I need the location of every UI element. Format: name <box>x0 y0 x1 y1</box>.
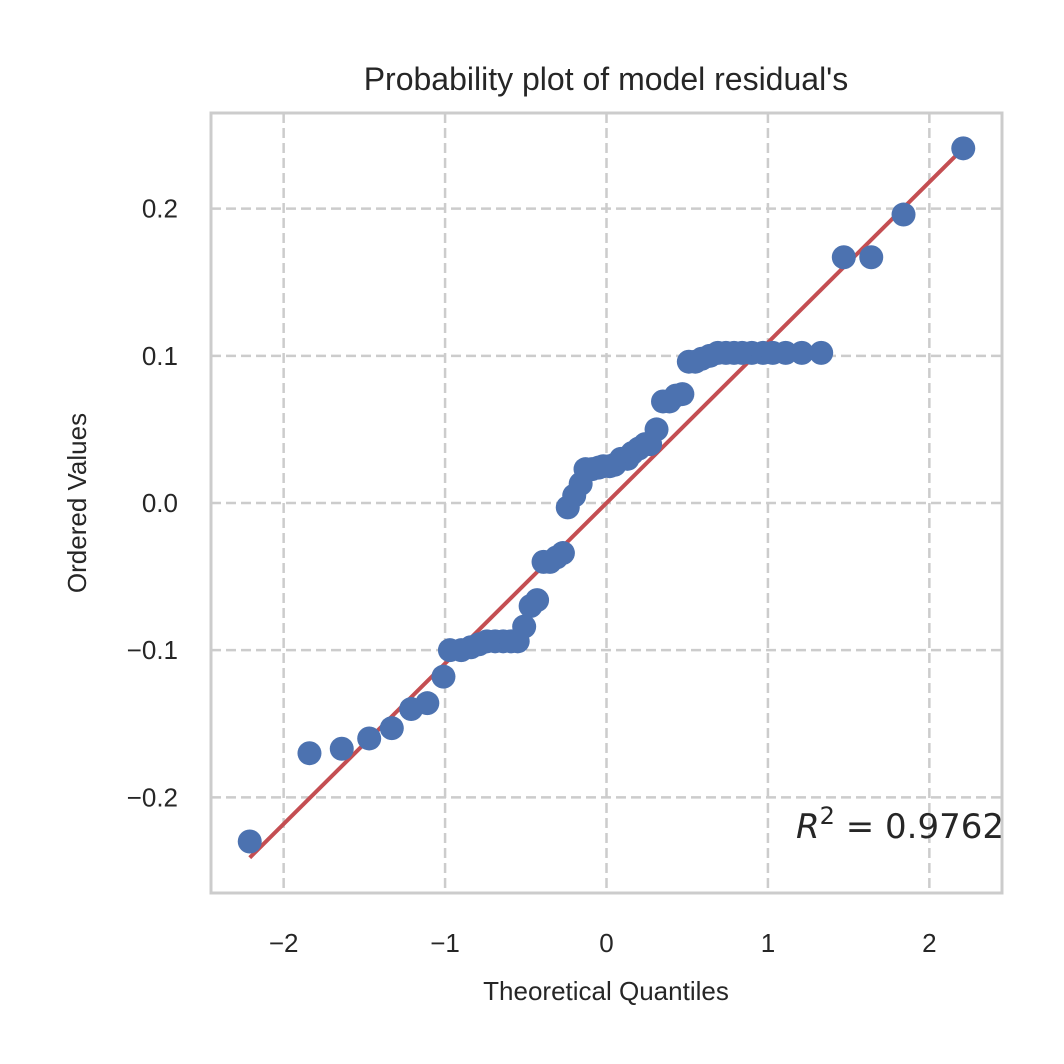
data-point <box>525 588 550 613</box>
data-point <box>831 245 856 270</box>
data-point <box>859 245 884 270</box>
data-point <box>951 136 976 161</box>
x-tick-label: 0 <box>599 928 613 958</box>
x-tick-label: −1 <box>430 928 460 958</box>
data-point <box>809 340 834 365</box>
x-tick-label: −2 <box>269 928 299 958</box>
r-squared-annotation: R2 = 0.9762 <box>796 802 1004 847</box>
data-point <box>357 726 382 751</box>
y-tick-label: 0.1 <box>142 341 178 371</box>
plot-frame <box>209 111 1004 895</box>
data-point <box>550 541 575 566</box>
data-point <box>891 202 916 227</box>
r-squared-sup: 2 <box>820 802 835 830</box>
r-squared-var: R <box>796 807 820 847</box>
data-point <box>329 736 354 761</box>
data-point <box>297 741 322 766</box>
x-tick-label: 2 <box>922 928 936 958</box>
data-point <box>379 716 404 741</box>
y-tick-label: 0.2 <box>142 194 178 224</box>
data-point <box>431 664 456 689</box>
r-squared-value: = 0.9762 <box>835 807 1004 847</box>
y-tick-label: 0.0 <box>142 488 178 518</box>
data-point <box>415 691 440 716</box>
x-tick-labels: −2 −1 0 1 2 <box>269 928 937 958</box>
y-tick-label: −0.1 <box>127 635 178 665</box>
data-point <box>789 340 814 365</box>
chart-title: Probability plot of model residual's <box>364 61 849 97</box>
y-tick-labels: −0.2 −0.1 0.0 0.1 0.2 <box>127 194 178 813</box>
data-point <box>670 382 695 407</box>
x-axis-label: Theoretical Quantiles <box>483 976 729 1006</box>
data-point <box>512 614 537 639</box>
data-points <box>237 136 976 854</box>
data-point <box>644 417 669 442</box>
y-axis-label: Ordered Values <box>62 413 92 593</box>
x-tick-label: 1 <box>761 928 775 958</box>
data-point <box>237 829 262 854</box>
y-tick-label: −0.2 <box>127 782 178 812</box>
